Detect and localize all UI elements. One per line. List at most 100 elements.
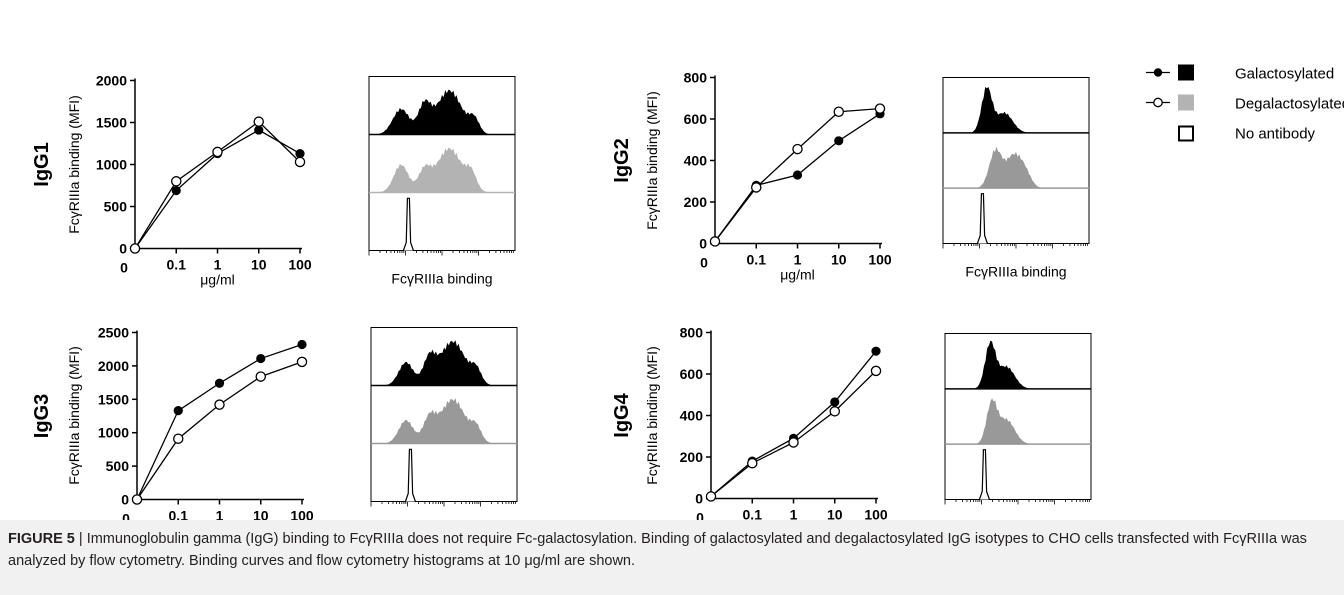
y-tick-label: 0 [121, 492, 129, 508]
histogram-frame [944, 333, 1092, 500]
y-axis-label: FcγRIIIa binding (MFI) [644, 91, 660, 229]
data-point-degalactosylated [296, 356, 308, 368]
x-tick-label: 1 [216, 508, 224, 524]
x-tick-label: 0.1 [747, 252, 767, 268]
y-tick-label: 500 [106, 458, 130, 474]
y-tick-label: 800 [680, 325, 704, 341]
data-point-galactosylated [171, 185, 181, 196]
legend-swatch-black [1178, 64, 1194, 81]
x-tick-label: 10 [253, 508, 269, 524]
data-point-degalactosylated [833, 106, 845, 117]
data-point-galactosylated [254, 125, 264, 135]
y-tick-label: 1000 [96, 157, 127, 173]
data-point-degalactosylated [255, 371, 266, 382]
y-tick-label: 400 [684, 153, 708, 169]
line-chart-igg4: IgG4 FcγRIIIa binding (MFI) 0 200 400 600 800 0… [611, 325, 888, 538]
y-tick-label: 2000 [98, 358, 129, 374]
x-tick-label: 10 [251, 257, 267, 273]
legend-swatch-open-square [1178, 125, 1194, 142]
x-tick-label: 1 [790, 507, 798, 523]
x-tick-label: 0.1 [743, 507, 763, 523]
data-point-galactosylated [834, 136, 844, 146]
legend-label-degalactosylated: Degalactosylated [1235, 96, 1344, 113]
data-point-degalactosylated [705, 491, 717, 502]
x-tick-label: 100 [288, 257, 312, 273]
histogram-panel-2: FcγRIIIa binding [942, 77, 1090, 280]
line-chart-igg1: IgG1 FcγRIIIa binding (MFI)05001000150020… [31, 73, 312, 288]
caption-separator: | [74, 531, 87, 547]
series-line-galactosylated [136, 343, 303, 500]
x-axis-label: μg/ml [780, 267, 815, 283]
y-tick-label: 1500 [96, 115, 127, 131]
histogram-no-antibody [404, 448, 416, 502]
line-chart-igg3: IgG3 FcγRIIIa binding (MFI)05001000150020… [31, 325, 314, 539]
histogram-x-label: FcγRIIIa binding [391, 271, 492, 287]
data-point-degalactosylated [709, 236, 721, 247]
y-tick-label: 1500 [98, 391, 129, 407]
histogram-no-antibody [976, 193, 988, 244]
panel-title-igg4: IgG4 [611, 392, 633, 437]
histogram-degalactosylated [369, 147, 515, 193]
x-tick-label: 0 [122, 511, 130, 527]
data-point-degalactosylated [253, 116, 264, 127]
data-point-degalactosylated [792, 143, 803, 155]
data-point-degalactosylated [212, 146, 223, 158]
histogram-panel-4: FcγRIIIa binding [944, 333, 1092, 536]
x-tick-label: 0 [120, 260, 128, 276]
y-tick-label: 200 [684, 194, 708, 210]
data-point-degalactosylated [747, 457, 758, 469]
x-tick-label: 1 [214, 257, 222, 273]
x-tick-label: 100 [868, 252, 892, 268]
data-point-galactosylated [871, 346, 881, 356]
x-tick-label: 10 [827, 507, 843, 523]
legend-marker-filled-circle [1153, 68, 1163, 77]
series-line-galactosylated [710, 350, 877, 497]
data-point-degalactosylated [131, 494, 143, 505]
figure-caption: FIGURE 5 | Immunoglobulin gamma (IgG) bi… [0, 520, 1344, 595]
legend-marker-open-circle [1153, 97, 1163, 108]
y-tick-label: 400 [680, 408, 704, 424]
x-tick-label: 100 [864, 507, 888, 523]
histogram-panel-1: FcγRIIIa binding [368, 76, 516, 287]
x-tick-label: 0.1 [169, 508, 189, 524]
histogram-galactosylated [943, 86, 1089, 133]
data-point-degalactosylated [129, 243, 141, 254]
y-axis-label: FcγRIIIa binding (MFI) [66, 346, 82, 484]
x-tick-label: 1 [794, 252, 802, 268]
panel-title-igg1: IgG1 [31, 142, 53, 186]
histogram-galactosylated [371, 340, 517, 386]
legend-label-galactosylated: Galactosylated [1235, 66, 1334, 83]
line-chart-igg2: IgG2 FcγRIIIa binding (MFI) 0 200 400 600 800 0… [611, 70, 892, 283]
data-point-galactosylated [297, 339, 307, 350]
data-point-galactosylated [830, 397, 840, 407]
y-axis-label: FcγRIIIa binding (MFI) [66, 95, 82, 233]
y-tick-label: 600 [680, 366, 704, 382]
series-line-degalactosylated [710, 370, 877, 497]
histogram-degalactosylated [943, 146, 1089, 189]
legend-item-galactosylated: Galactosylated [1146, 64, 1334, 83]
x-axis-label: μg/ml [200, 272, 235, 288]
y-tick-label: 2500 [98, 325, 129, 341]
histogram-no-antibody [978, 449, 990, 500]
legend-item-no-antibody: No antibody [1178, 125, 1316, 143]
y-tick-label: 800 [684, 70, 708, 86]
y-tick-label: 1000 [98, 425, 129, 441]
data-point-degalactosylated [214, 399, 225, 410]
data-point-degalactosylated [788, 437, 799, 448]
data-point-galactosylated [256, 353, 266, 364]
x-tick-label: 10 [831, 252, 847, 268]
x-tick-label: 0 [696, 510, 704, 526]
y-axis-label: FcγRIIIa binding (MFI) [644, 346, 660, 484]
y-tick-label: 600 [684, 111, 708, 127]
histogram-degalactosylated [371, 398, 517, 444]
histogram-panel-3: FcγRIIIa binding [370, 327, 518, 538]
y-tick-label: 2000 [96, 73, 127, 89]
series-line-degalactosylated [134, 120, 301, 249]
y-tick-label: 200 [680, 449, 704, 465]
data-point-degalactosylated [170, 176, 182, 187]
data-point-galactosylated [214, 378, 225, 388]
x-tick-label: 100 [290, 508, 314, 524]
data-point-degalactosylated [751, 182, 762, 193]
legend-swatch-gray [1178, 94, 1194, 111]
panel-title-igg3: IgG3 [31, 394, 53, 438]
